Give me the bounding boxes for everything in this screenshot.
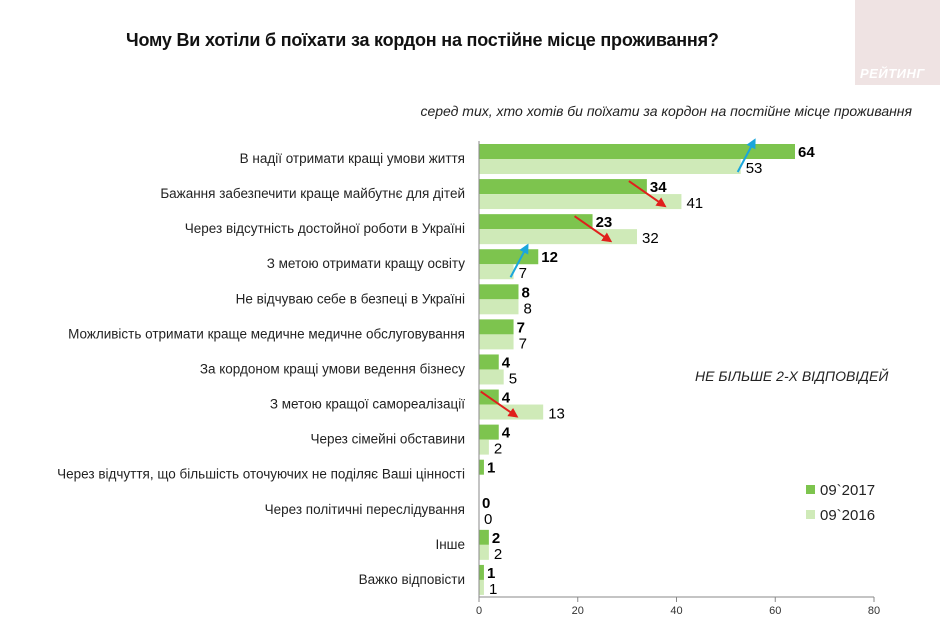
data-label-2016: 1 <box>489 581 497 598</box>
x-tick-label: 20 <box>572 605 584 617</box>
answer-limit-note: НЕ БІЛЬШЕ 2-Х ВІДПОВІДЕЙ <box>695 368 889 384</box>
data-label-2017: 8 <box>522 284 530 301</box>
data-label-2017: 23 <box>596 214 613 231</box>
data-label-2017: 4 <box>502 425 511 442</box>
data-label-2017: 34 <box>650 179 667 196</box>
bar-2017 <box>479 284 519 300</box>
category-label: Бажання забезпечити краще майбутнє для д… <box>160 186 465 201</box>
trend-down-arrow-icon <box>628 180 667 208</box>
legend-swatch <box>806 485 815 494</box>
bar-2017 <box>479 214 593 230</box>
data-label-2016: 0 <box>484 511 492 528</box>
data-label-2016: 32 <box>642 230 659 247</box>
category-label: Можливість отримати краще медичне медичн… <box>68 326 465 341</box>
bar-2017 <box>479 529 489 545</box>
trend-up-arrow-icon <box>509 243 529 278</box>
data-label-2017: 1 <box>487 460 495 477</box>
data-label-2017: 12 <box>541 249 558 266</box>
legend-label: 09`2017 <box>820 482 875 499</box>
trend-down-arrow-icon <box>480 390 519 418</box>
logo-text: РЕЙТИНГ <box>860 66 925 81</box>
category-label: Через відсутність достойної роботи в Укр… <box>185 221 465 236</box>
data-label-2016: 2 <box>494 546 502 563</box>
chart-title: Чому Ви хотіли б поїхати за кордон на по… <box>126 30 719 50</box>
bar-2016 <box>479 369 504 385</box>
bar-2017 <box>479 249 539 265</box>
x-tick-label: 80 <box>868 605 880 617</box>
data-label-2016: 41 <box>686 195 703 212</box>
bar-2017 <box>479 179 647 195</box>
data-label-2016: 7 <box>519 335 527 352</box>
bar-2017 <box>479 424 499 440</box>
data-label-2016: 7 <box>519 265 527 282</box>
data-label-2017: 2 <box>492 530 500 547</box>
bar-2016 <box>479 194 682 210</box>
data-label-2017: 4 <box>502 354 511 371</box>
trend-down-arrow-icon <box>573 215 613 243</box>
bar-2017 <box>479 564 484 580</box>
bar-2016 <box>479 334 514 350</box>
bar-2017 <box>479 354 499 370</box>
data-label-2016: 2 <box>494 441 502 458</box>
data-label-2016: 53 <box>746 160 763 177</box>
x-tick-label: 0 <box>476 605 482 617</box>
data-label-2016: 13 <box>548 406 565 423</box>
category-label: Важко відповісти <box>359 572 465 587</box>
legend-swatch <box>806 510 815 519</box>
bar-2016 <box>479 439 489 455</box>
category-label: З метою кращої самореалізації <box>270 397 465 412</box>
rating-logo: РЕЙТИНГ <box>855 0 940 85</box>
trend-up-arrow-icon <box>736 138 756 173</box>
category-label: Інше <box>435 537 465 552</box>
bar-2016 <box>479 579 484 595</box>
legend-label: 09`2016 <box>820 507 875 524</box>
bar-2016 <box>479 299 519 315</box>
category-label: З метою отримати кращу освіту <box>267 256 466 271</box>
category-label: Через сімейні обставини <box>310 432 465 447</box>
category-label: За кордоном кращі умови ведення бізнесу <box>200 361 465 376</box>
data-label-2017: 64 <box>798 144 815 161</box>
data-label-2016: 8 <box>524 300 532 317</box>
category-label: Через політичні переслідування <box>265 502 465 517</box>
category-label: Не відчуваю себе в безпеці в Україні <box>236 291 465 306</box>
bar-2016 <box>479 159 741 174</box>
bar-2016 <box>479 264 514 280</box>
data-label-2017: 1 <box>487 565 495 582</box>
chart-subtitle: серед тих, хто хотів би поїхати за кордо… <box>420 103 912 119</box>
bar-2017 <box>479 144 795 159</box>
category-label: В надії отримати кращі умови життя <box>240 151 465 166</box>
bar-2017 <box>479 319 514 335</box>
category-label: Через відчуття, що більшість оточуючих н… <box>57 467 465 482</box>
data-label-2016: 5 <box>509 370 517 387</box>
bar-2017 <box>479 459 484 475</box>
x-tick-label: 60 <box>769 605 781 617</box>
bar-2016 <box>479 544 489 560</box>
data-label-2017: 4 <box>502 390 511 407</box>
bar-2016 <box>479 229 637 245</box>
data-label-2017: 0 <box>482 495 490 512</box>
data-label-2017: 7 <box>517 319 525 336</box>
x-tick-label: 40 <box>670 605 682 617</box>
